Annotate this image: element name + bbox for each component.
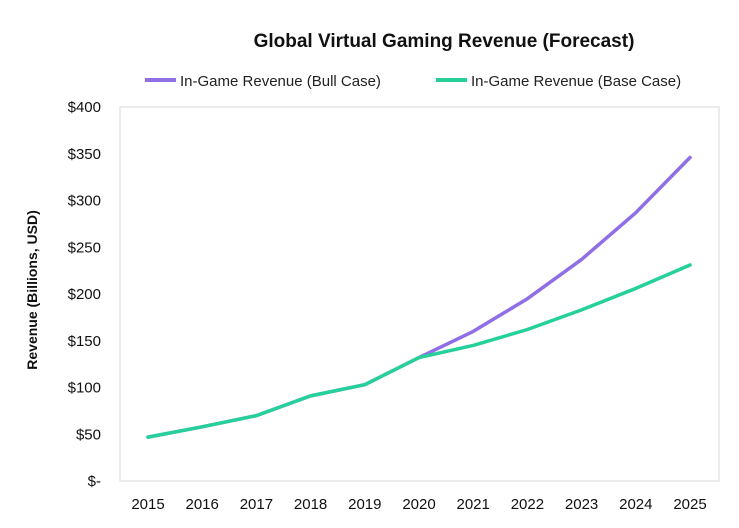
x-tick-label: 2016 xyxy=(186,496,219,513)
y-tick-label: $400 xyxy=(68,99,101,116)
y-tick-label: $350 xyxy=(68,146,101,163)
y-tick-label: $- xyxy=(88,473,101,490)
y-tick-label: $300 xyxy=(68,193,101,210)
x-tick-label: 2015 xyxy=(131,496,164,513)
x-tick-label: 2022 xyxy=(511,496,544,513)
x-tick-label: 2024 xyxy=(619,496,652,513)
x-tick-label: 2017 xyxy=(240,496,273,513)
series-line-base-case xyxy=(146,263,692,439)
legend-label-base: In-Game Revenue (Base Case) xyxy=(471,73,681,90)
x-tick-label: 2019 xyxy=(348,496,381,513)
y-tick-label: $100 xyxy=(68,380,101,397)
legend: In-Game Revenue (Bull Case) In-Game Reve… xyxy=(145,73,681,90)
y-tick-label: $200 xyxy=(68,286,101,303)
x-tick-label: 2018 xyxy=(294,496,327,513)
x-axis-ticks: 2015 2016 2017 2018 2019 2020 2021 2022 2023 2024… xyxy=(131,496,706,513)
x-tick-label: 2025 xyxy=(673,496,706,513)
chart-title: Global Virtual Gaming Revenue (Forecast) xyxy=(254,31,635,52)
x-tick-label: 2020 xyxy=(402,496,435,513)
y-axis-label: Revenue (Billions, USD) xyxy=(24,210,40,369)
legend-label-bull: In-Game Revenue (Bull Case) xyxy=(180,73,381,90)
plot-area-border xyxy=(119,106,720,482)
x-tick-label: 2021 xyxy=(457,496,490,513)
y-tick-label: $250 xyxy=(68,239,101,256)
x-tick-label: 2023 xyxy=(565,496,598,513)
series-lines xyxy=(146,155,692,439)
y-tick-label: $50 xyxy=(76,426,101,443)
y-axis-ticks: $- $50 $100 $150 $200 $250 $300 $350 $400 xyxy=(68,99,101,490)
y-tick-label: $150 xyxy=(68,333,101,350)
